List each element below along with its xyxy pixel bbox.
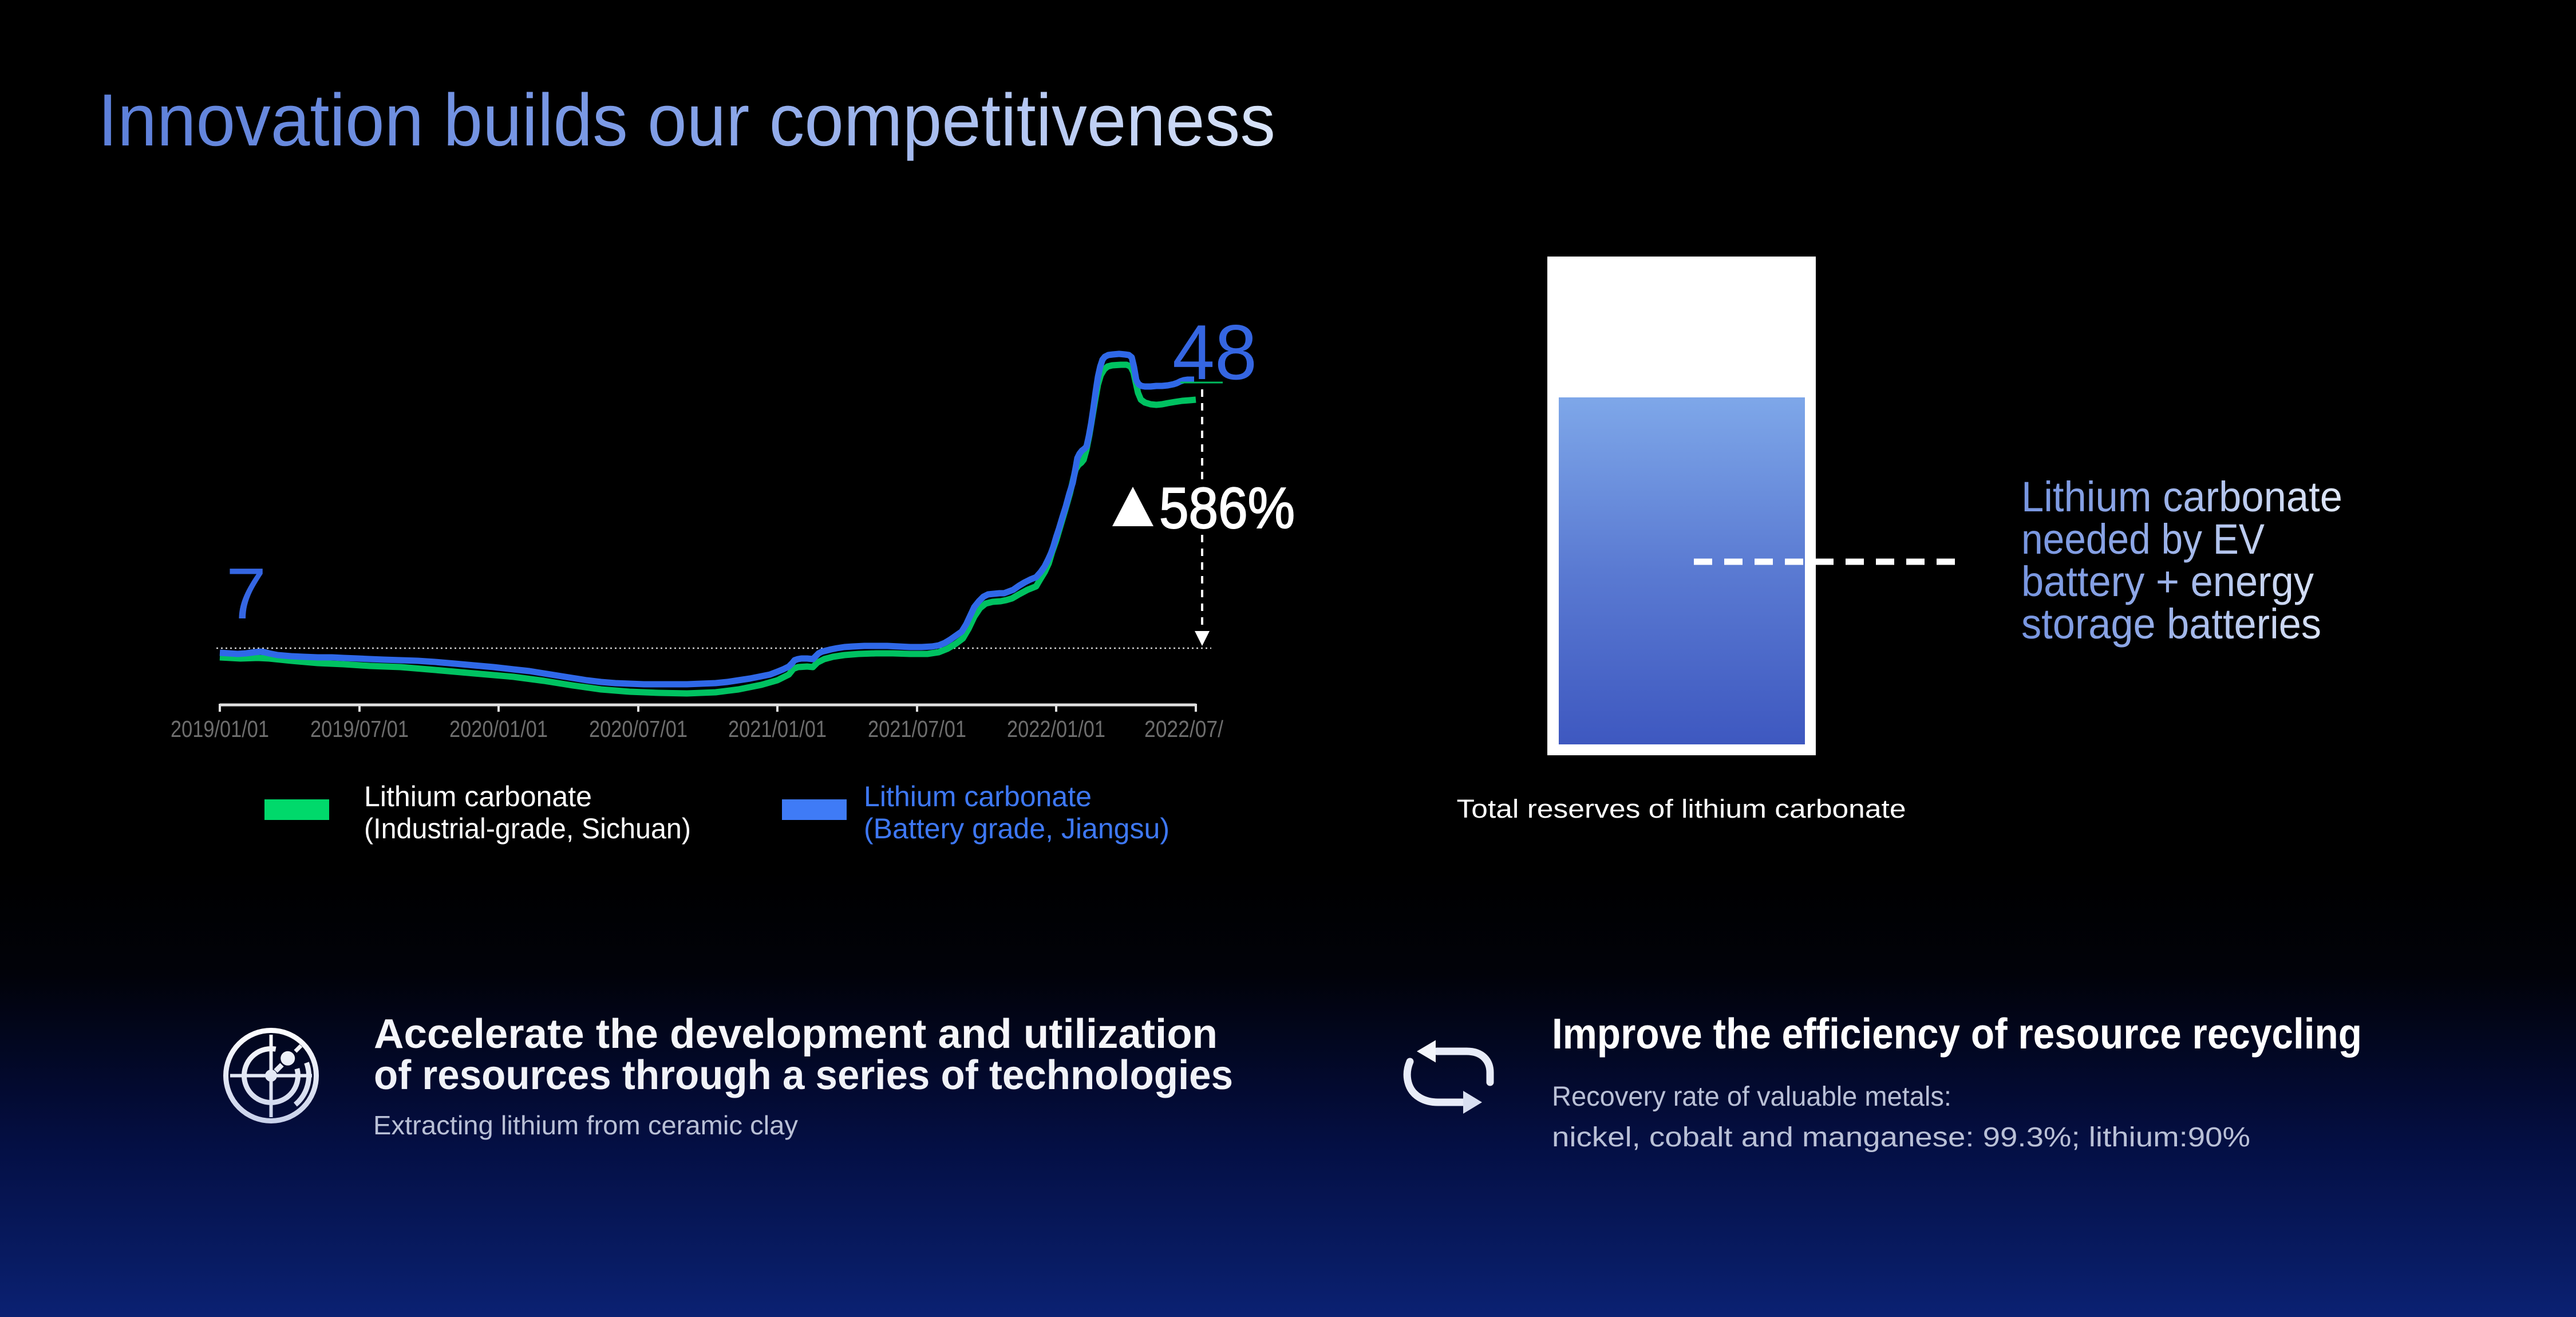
svg-text:2020/01/01: 2020/01/01 — [449, 716, 548, 742]
svg-text:storage batteries: storage batteries — [2021, 600, 2321, 648]
svg-text:2021/07/01: 2021/07/01 — [868, 716, 966, 742]
svg-text:2020/07/01: 2020/07/01 — [589, 716, 688, 742]
svg-text:2019/07/01: 2019/07/01 — [310, 716, 409, 742]
svg-text:battery + energy: battery + energy — [2021, 558, 2314, 605]
svg-text:Accelerate the development and: Accelerate the development and utilizati… — [374, 1011, 1218, 1057]
svg-text:needed by EV: needed by EV — [2021, 515, 2265, 563]
svg-text:Total reserves of lithium carb: Total reserves of lithium carbonate — [1457, 794, 1906, 823]
svg-text:2022/07/: 2022/07/ — [1144, 716, 1224, 742]
svg-text:Lithium carbonate: Lithium carbonate — [364, 780, 592, 813]
svg-text:Lithium carbonate: Lithium carbonate — [864, 780, 1092, 813]
svg-text:2019/01/01: 2019/01/01 — [171, 716, 269, 742]
svg-text:2021/01/01: 2021/01/01 — [728, 716, 827, 742]
svg-text:Recovery rate of valuable meta: Recovery rate of valuable metals: — [1552, 1082, 1951, 1112]
svg-text:Extracting lithium from cerami: Extracting lithium from ceramic clay — [373, 1110, 798, 1140]
svg-text:nickel, cobalt and manganese:: nickel, cobalt and manganese: 99.3%; lit… — [1552, 1122, 2250, 1153]
svg-text:(Industrial-grade, Sichuan): (Industrial-grade, Sichuan) — [364, 813, 691, 845]
svg-text:586%: 586% — [1159, 476, 1295, 541]
svg-text:of resources through a series: of resources through a series of technol… — [374, 1052, 1233, 1098]
svg-text:Innovation builds our competit: Innovation builds our competitiveness — [98, 79, 1275, 161]
svg-text:(Battery grade, Jiangsu): (Battery grade, Jiangsu) — [864, 813, 1170, 845]
svg-text:7: 7 — [226, 553, 266, 634]
svg-text:48: 48 — [1172, 309, 1257, 396]
svg-text:2022/01/01: 2022/01/01 — [1007, 716, 1105, 742]
svg-text:Lithium carbonate: Lithium carbonate — [2021, 473, 2342, 521]
svg-text:Improve the efficiency of reso: Improve the efficiency of resource recyc… — [1552, 1010, 2362, 1058]
